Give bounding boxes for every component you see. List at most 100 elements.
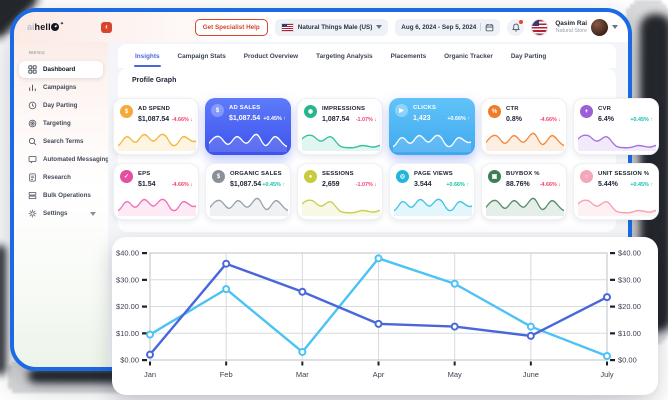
metric-card-ad-sales[interactable]: $ AD SALES $1,087.54 +0.45% ↑ [205,98,291,155]
svg-text:$10.00: $10.00 [618,329,641,338]
metric-card-eps[interactable]: ✓ EPS $1.54 -4.66% ↓ [113,163,199,220]
user-store: Natural Store [555,27,587,34]
aihello-logo: ai hell ✦ ✦ [14,21,101,32]
sidebar-item-search-terms[interactable]: Search Terms [19,133,103,150]
user-name: Qasim Rai [555,19,587,27]
clock-icon [28,101,37,110]
metric-value: 0.8% [506,116,522,123]
svg-text:$20.00: $20.00 [618,302,641,311]
svg-text:$0.00: $0.00 [120,356,139,365]
sidebar-item-label: Research [43,174,71,181]
sparkline [578,199,656,216]
svg-text:$10.00: $10.00 [116,329,139,338]
notification-badge [519,19,524,24]
sidebar-item-automated-messaging[interactable]: Automated Messaging [19,151,109,168]
sidebar-item-settings[interactable]: Settings [19,205,103,222]
sidebar-item-dashboard[interactable]: Dashboard [19,61,103,78]
get-specialist-help-button[interactable]: Get Specialist Help [194,18,268,36]
metric-change: -1.07% ↓ [355,117,377,123]
tab-organic-tracker[interactable]: Organic Tracker [444,52,493,60]
metric-value: 3.544 [414,181,432,188]
profile-chart-card: Jan Feb Mar Apr May June July $0.00 $0.00 $10.00 $… [112,237,658,395]
user-icon: ● [304,170,317,183]
coin-icon: $ [120,105,133,118]
avatar [591,18,608,36]
svg-text:June: June [523,370,539,379]
metric-change: +0.45% ↑ [263,116,286,122]
user-profile-menu[interactable]: Qasim Rai Natural Store [555,18,618,36]
metric-label: AD SALES [229,105,261,111]
sidebar-item-targeting[interactable]: Targeting [19,115,103,132]
metric-card-clicks[interactable]: ▶ CLICKS 1,423 +0.66% ↑ [389,98,475,155]
locale-flag-button[interactable] [531,18,549,36]
metric-change: +0.66% ↑ [447,116,470,122]
logo-text: ai [27,22,35,32]
metric-card-sessions[interactable]: ● SESSIONS 2,659 -1.07% ↓ [297,163,383,220]
metric-card-organic-sales[interactable]: $ ORGANIC SALES $1,087.54 +0.45% ↑ [205,163,291,220]
metric-value: 1,087.54 [322,116,350,123]
metric-card-ad-spend[interactable]: $ AD SPEND $1,087.54 -4.66% ↓ [113,98,199,155]
tab-day-parting[interactable]: Day Parting [510,52,547,60]
metric-label: CLICKS [413,105,437,111]
date-range-picker[interactable]: Aug 6, 2024 - Sep 5, 2024 [395,18,501,36]
sidebar-collapse-button[interactable]: ‹ [101,21,112,33]
bell-icon [511,23,520,31]
percent-icon: % [488,105,501,118]
sparkline [394,198,472,216]
pageviews-icon: ◎ [396,170,409,183]
metric-value: $1,087.54 [138,116,170,123]
tab-insights[interactable]: Insights [126,44,169,68]
top-bar: ai hell ✦ ✦ ‹ Get Specialist Help Natural T… [14,12,628,42]
conversion-icon: + [580,105,593,118]
metric-change: +0.66% ↑ [446,182,469,188]
sidebar-item-label: Search Terms [43,138,84,145]
tab-campaign-stats[interactable]: Campaign Stats [177,52,226,60]
logo-text: hell [34,22,51,32]
metric-card-unit-session[interactable]: ○ UNIT SESSION % 5.44% +0.45% ↑ [573,163,659,220]
metric-change: -1.07% ↓ [355,182,377,188]
metric-card-buybox[interactable]: ▣ BUYBOX % 88.76% -4.66% ↓ [481,163,567,220]
sparkline [118,133,196,151]
top-bar-controls: Get Specialist Help Natural Things Male … [194,18,628,36]
sidebar-item-label: Campaigns [43,84,77,91]
sidebar-item-research[interactable]: Research [19,169,103,186]
user-info: Qasim Rai Natural Store [555,20,587,35]
sidebar-item-day-parting[interactable]: Day Parting [19,97,103,114]
tab-product-overview[interactable]: Product Overview [243,52,299,60]
metric-value: 1,423 [413,115,431,122]
metric-value: 2,659 [322,181,340,188]
document-icon [29,173,36,182]
section-title: Profile Graph [132,77,177,84]
cart-icon: ▣ [488,170,501,183]
metric-label: BUYBOX % [506,171,540,177]
svg-text:$30.00: $30.00 [116,275,139,284]
sidebar-item-campaigns[interactable]: Campaigns [19,79,103,96]
eye-icon: ◉ [304,105,317,118]
sidebar-item-bulk-operations[interactable]: Bulk Operations [19,187,103,204]
sparkline [209,133,287,152]
metric-card-cvr[interactable]: + CVR 6.4% +0.45% ↑ [573,98,659,155]
tab-targeting-analysis[interactable]: Targeting Analysis [316,52,373,60]
calendar-icon [485,23,494,31]
metric-change: -4.66% ↓ [539,117,561,123]
metric-value: 5.44% [598,181,618,188]
metric-label: CVR [598,106,612,112]
metric-change: -4.66% ↓ [171,117,193,123]
metric-card-ctr[interactable]: % CTR 0.8% -4.66% ↓ [481,98,567,155]
svg-text:$40.00: $40.00 [618,249,641,258]
metric-label: AD SPEND [138,106,171,112]
notifications-button[interactable] [507,18,525,36]
metric-change: -4.66% ↓ [539,182,561,188]
account-selector[interactable]: Natural Things Male (US) [274,18,389,36]
svg-text:$20.00: $20.00 [116,302,139,311]
sidebar-item-label: Targeting [43,120,71,127]
chevron-down-icon [612,25,618,29]
metric-change: +0.45% ↑ [262,182,285,188]
svg-text:$40.00: $40.00 [116,249,139,258]
metric-value: 88.76% [506,181,530,188]
svg-text:Feb: Feb [220,370,233,379]
metric-card-impressions[interactable]: ◉ IMPRESSIONS 1,087.54 -1.07% ↓ [297,98,383,155]
metric-card-page-views[interactable]: ◎ PAGE VIEWS 3.544 +0.66% ↑ [389,163,475,220]
layers-icon [28,192,37,200]
tab-placements[interactable]: Placements [390,52,427,60]
